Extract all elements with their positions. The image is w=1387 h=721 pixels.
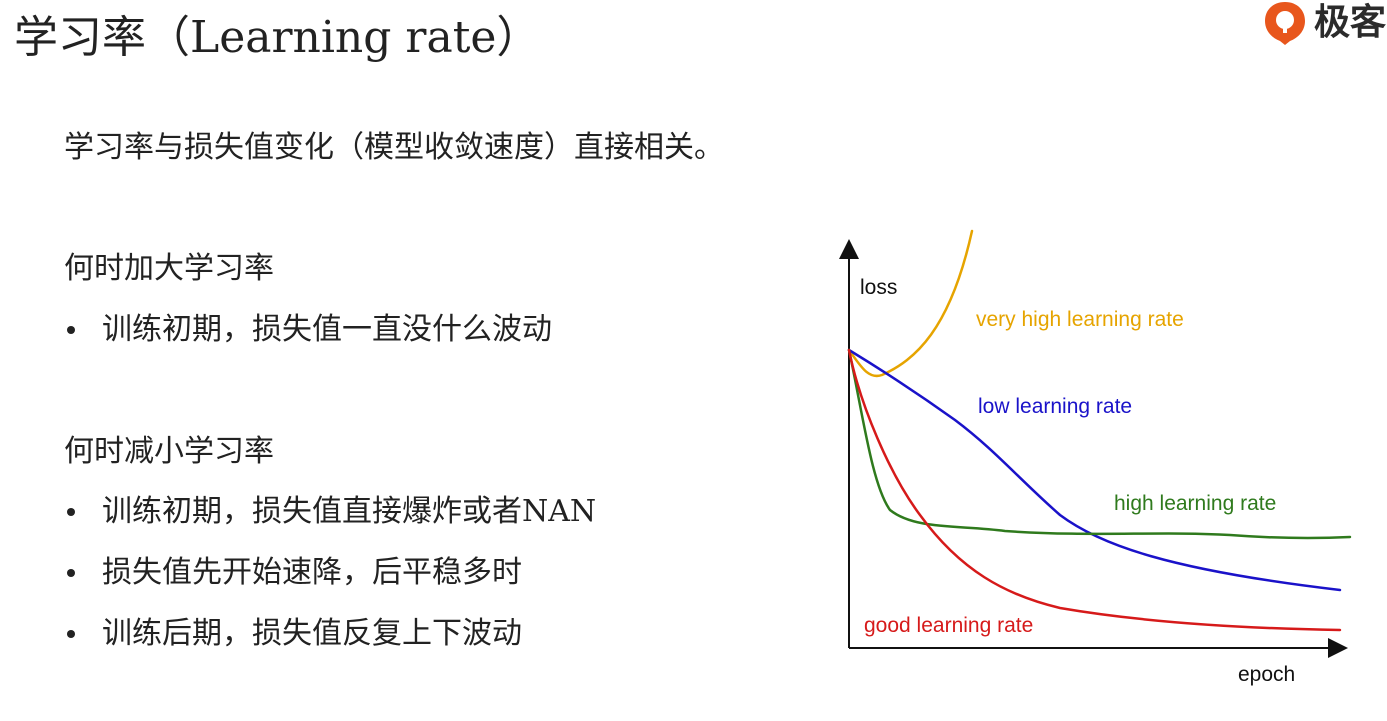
bullet-item: 损失值先开始速降，后平稳多时 xyxy=(64,553,522,593)
bullet-text: 训练后期，损失值反复上下波动 xyxy=(102,616,522,651)
bullet-item: 训练初期，损失值一直没什么波动 xyxy=(64,310,552,350)
section-heading-decrease: 何时减小学习率 xyxy=(64,434,274,469)
slide-title: 学习率（Learning rate） xyxy=(14,8,540,68)
bullet-text: 训练初期，损失值一直没什么波动 xyxy=(102,312,552,347)
bullet-dot xyxy=(67,569,75,577)
title-close: ） xyxy=(496,12,541,63)
subtitle: 学习率与损失值变化（模型收敛速度）直接相关。 xyxy=(64,130,724,165)
logo-icon xyxy=(1265,2,1305,45)
series-label: good learning rate xyxy=(864,614,1033,637)
series-line xyxy=(847,348,1352,540)
logo-text: 极客 xyxy=(1314,2,1387,43)
section-heading-increase: 何时加大学习率 xyxy=(64,251,274,286)
bullet-dot xyxy=(67,508,75,516)
series-line xyxy=(847,348,1342,632)
series-line xyxy=(847,229,974,378)
bullet-item: 训练后期，损失值反复上下波动 xyxy=(64,614,522,654)
title-latin: Learning rate xyxy=(190,12,497,63)
bullet-text: 训练初期，损失值直接爆炸或者 xyxy=(102,494,522,529)
x-axis-label: epoch xyxy=(1238,663,1295,686)
series-line xyxy=(847,348,1342,592)
brand-logo: 极客 xyxy=(1262,0,1386,46)
bullet-text: 损失值先开始速降，后平稳多时 xyxy=(102,555,522,590)
bullet-dot xyxy=(67,326,75,334)
series-label: low learning rate xyxy=(978,395,1132,418)
y-axis-label: loss xyxy=(860,276,897,299)
bullet-dot xyxy=(67,630,75,638)
series-label: high learning rate xyxy=(1114,492,1276,515)
series-label: very high learning rate xyxy=(976,308,1184,331)
title-cjk: 学习率（ xyxy=(14,12,190,63)
bullet-item: 训练初期，损失值直接爆炸或者 NAN xyxy=(64,492,596,532)
learning-rate-chart: loss epoch very high learning rate low le… xyxy=(839,229,1352,686)
bullet-text-suffix: NAN xyxy=(522,494,597,529)
